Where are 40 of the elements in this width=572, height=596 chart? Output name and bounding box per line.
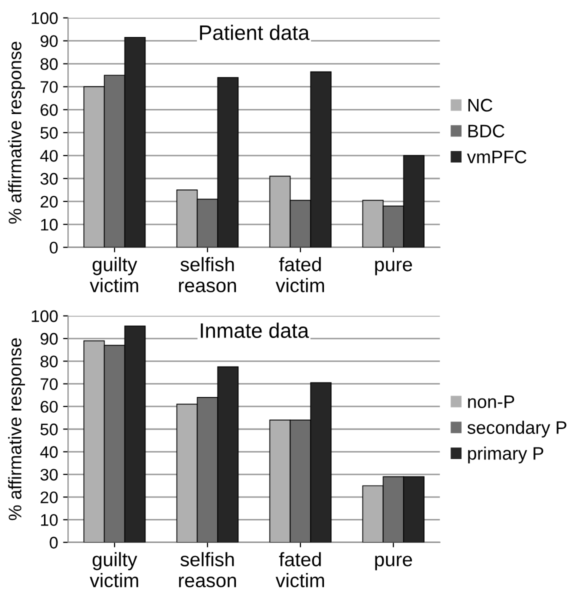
legend-label: non-P [468, 396, 514, 408]
y-tick-label: 60 [40, 104, 58, 116]
y-axis-title: % affirmative response [8, 42, 25, 224]
legend-label: secondary P [467, 420, 566, 438]
y-tick-label: 10 [41, 514, 58, 526]
y-tick-label: 80 [40, 356, 58, 368]
y-tick-label: 90 [40, 332, 58, 345]
y-tick-label: 100 [32, 12, 58, 24]
y-tick-label: 60 [40, 400, 58, 413]
x-tick-label: fated victim [276, 257, 324, 292]
y-tick-label: 50 [40, 127, 58, 139]
x-tick-label: pure [375, 556, 412, 570]
y-tick-label: 50 [40, 424, 58, 436]
y-tick-label: 20 [40, 491, 58, 504]
y-tick-label: 80 [40, 58, 58, 70]
x-tick-label: guilty victim [90, 552, 138, 588]
legend-label: primary P [468, 446, 544, 464]
legend-label: NC [468, 98, 492, 112]
y-tick-label: 0 [50, 536, 58, 549]
legend-label: BDC [468, 124, 504, 138]
y-tick-label: 40 [40, 446, 58, 458]
chart-title: Inmate data [200, 322, 309, 338]
y-axis-title: % affirmative response [8, 338, 25, 520]
y-tick-label: 10 [41, 218, 58, 231]
y-tick-label: 70 [40, 81, 58, 93]
y-tick-label: 20 [40, 196, 58, 208]
x-tick-label: pure [375, 260, 412, 276]
x-tick-label: fated victim [276, 552, 324, 588]
legend-label: vmPFC [467, 150, 526, 164]
y-tick-label: 30 [40, 172, 58, 185]
x-tick-label: selfish reason [179, 257, 236, 292]
chart-title: Patient data [200, 24, 310, 40]
y-tick-label: 70 [40, 378, 58, 390]
y-tick-label: 30 [40, 468, 58, 481]
y-tick-label: 0 [50, 242, 58, 254]
x-tick-label: selfish reason [179, 552, 236, 588]
y-tick-label: 40 [40, 150, 58, 162]
y-tick-label: 100 [32, 310, 58, 322]
y-tick-label: 90 [40, 35, 58, 48]
x-tick-label: guilty victim [90, 257, 138, 292]
